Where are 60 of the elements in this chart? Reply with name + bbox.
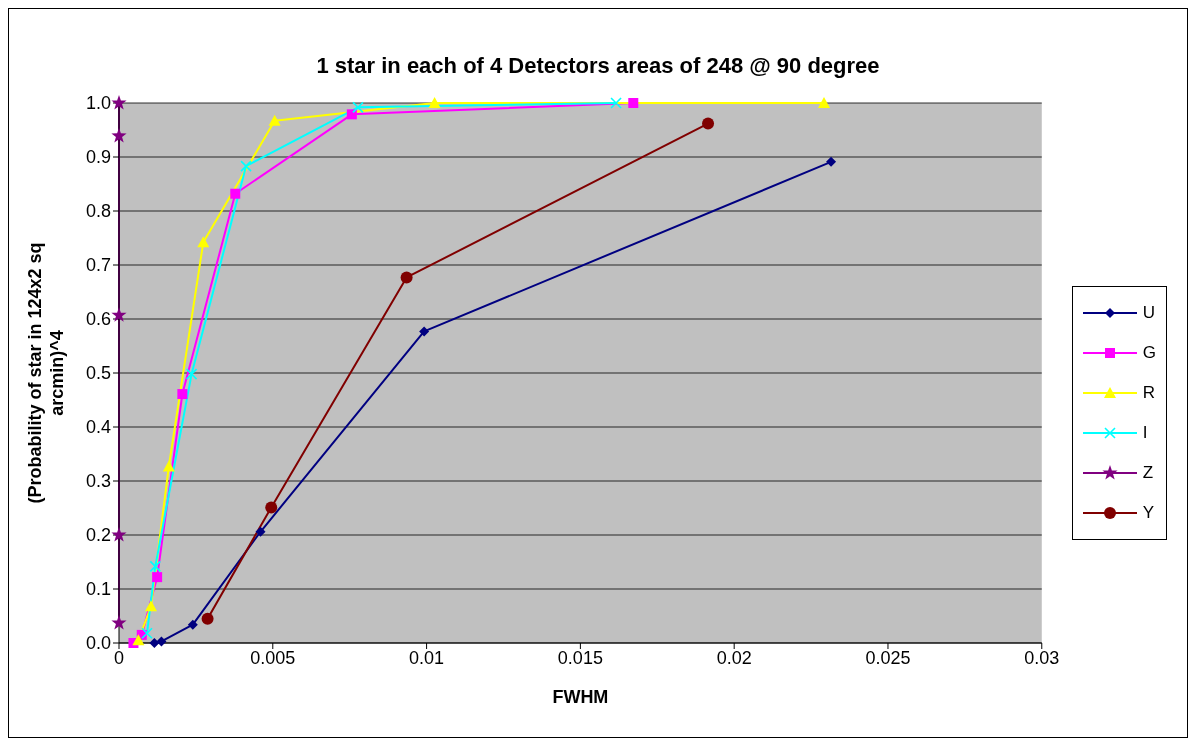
legend-label: R [1142, 383, 1156, 403]
point [240, 160, 252, 172]
point [419, 326, 430, 337]
point [132, 634, 145, 646]
y-tick-label: 0.3 [85, 471, 111, 492]
point [162, 460, 175, 472]
legend-label: Z [1142, 463, 1154, 483]
x-axis-title: FWHM [552, 687, 609, 707]
point [352, 101, 364, 114]
x-tick-label: 0.02 [716, 647, 752, 668]
y-tick-label: 0.5 [85, 363, 111, 384]
x-tick-label: 0.015 [557, 647, 603, 668]
point [185, 368, 198, 380]
y-tick-label: 0.8 [85, 201, 111, 222]
point [197, 236, 210, 248]
y-tick-label: 0.4 [85, 417, 111, 438]
y-tick-label: 0.7 [85, 255, 111, 276]
chart-title: 1 star in each of 4 Detectors areas of 248 @ 90 degree [315, 53, 881, 80]
legend-label: G [1142, 343, 1156, 363]
y-tick-label: 0.0 [85, 633, 111, 654]
point [111, 307, 127, 322]
legend-label: I [1142, 423, 1148, 443]
point [610, 97, 622, 109]
point [144, 600, 157, 612]
x-tick-label: 0.01 [409, 647, 445, 668]
point [111, 127, 127, 143]
point [346, 109, 357, 120]
point [255, 526, 266, 537]
point [111, 527, 127, 542]
x-tick-label: 0.025 [865, 647, 911, 668]
point [702, 117, 715, 130]
x-tick-label: 0.03 [1024, 647, 1060, 668]
y-tick-label: 0.9 [85, 147, 111, 168]
x-tick-label: 0 [113, 647, 125, 668]
y-axis-title: (Probability of star in 124x2 sq arcmin)^4 [25, 242, 67, 504]
point [149, 638, 160, 648]
point [141, 627, 153, 640]
point [428, 97, 441, 108]
y-tick-label: 0.2 [85, 525, 111, 546]
point [628, 98, 639, 108]
y-tick-label: 0.6 [85, 309, 111, 330]
point [111, 615, 127, 630]
legend-label: Y [1142, 503, 1155, 523]
point [826, 156, 837, 167]
point [111, 95, 127, 110]
point [177, 389, 188, 400]
point [230, 188, 241, 199]
point [152, 572, 163, 583]
point [268, 114, 281, 126]
legend-label: U [1142, 303, 1156, 323]
point [149, 560, 162, 573]
point [400, 271, 413, 284]
point [201, 612, 214, 625]
y-tick-label: 1.0 [85, 93, 111, 114]
point [156, 636, 167, 647]
x-tick-label: 0.005 [250, 647, 296, 668]
point [187, 619, 198, 630]
point [817, 97, 830, 108]
y-tick-label: 0.1 [85, 579, 111, 600]
point [265, 501, 278, 514]
